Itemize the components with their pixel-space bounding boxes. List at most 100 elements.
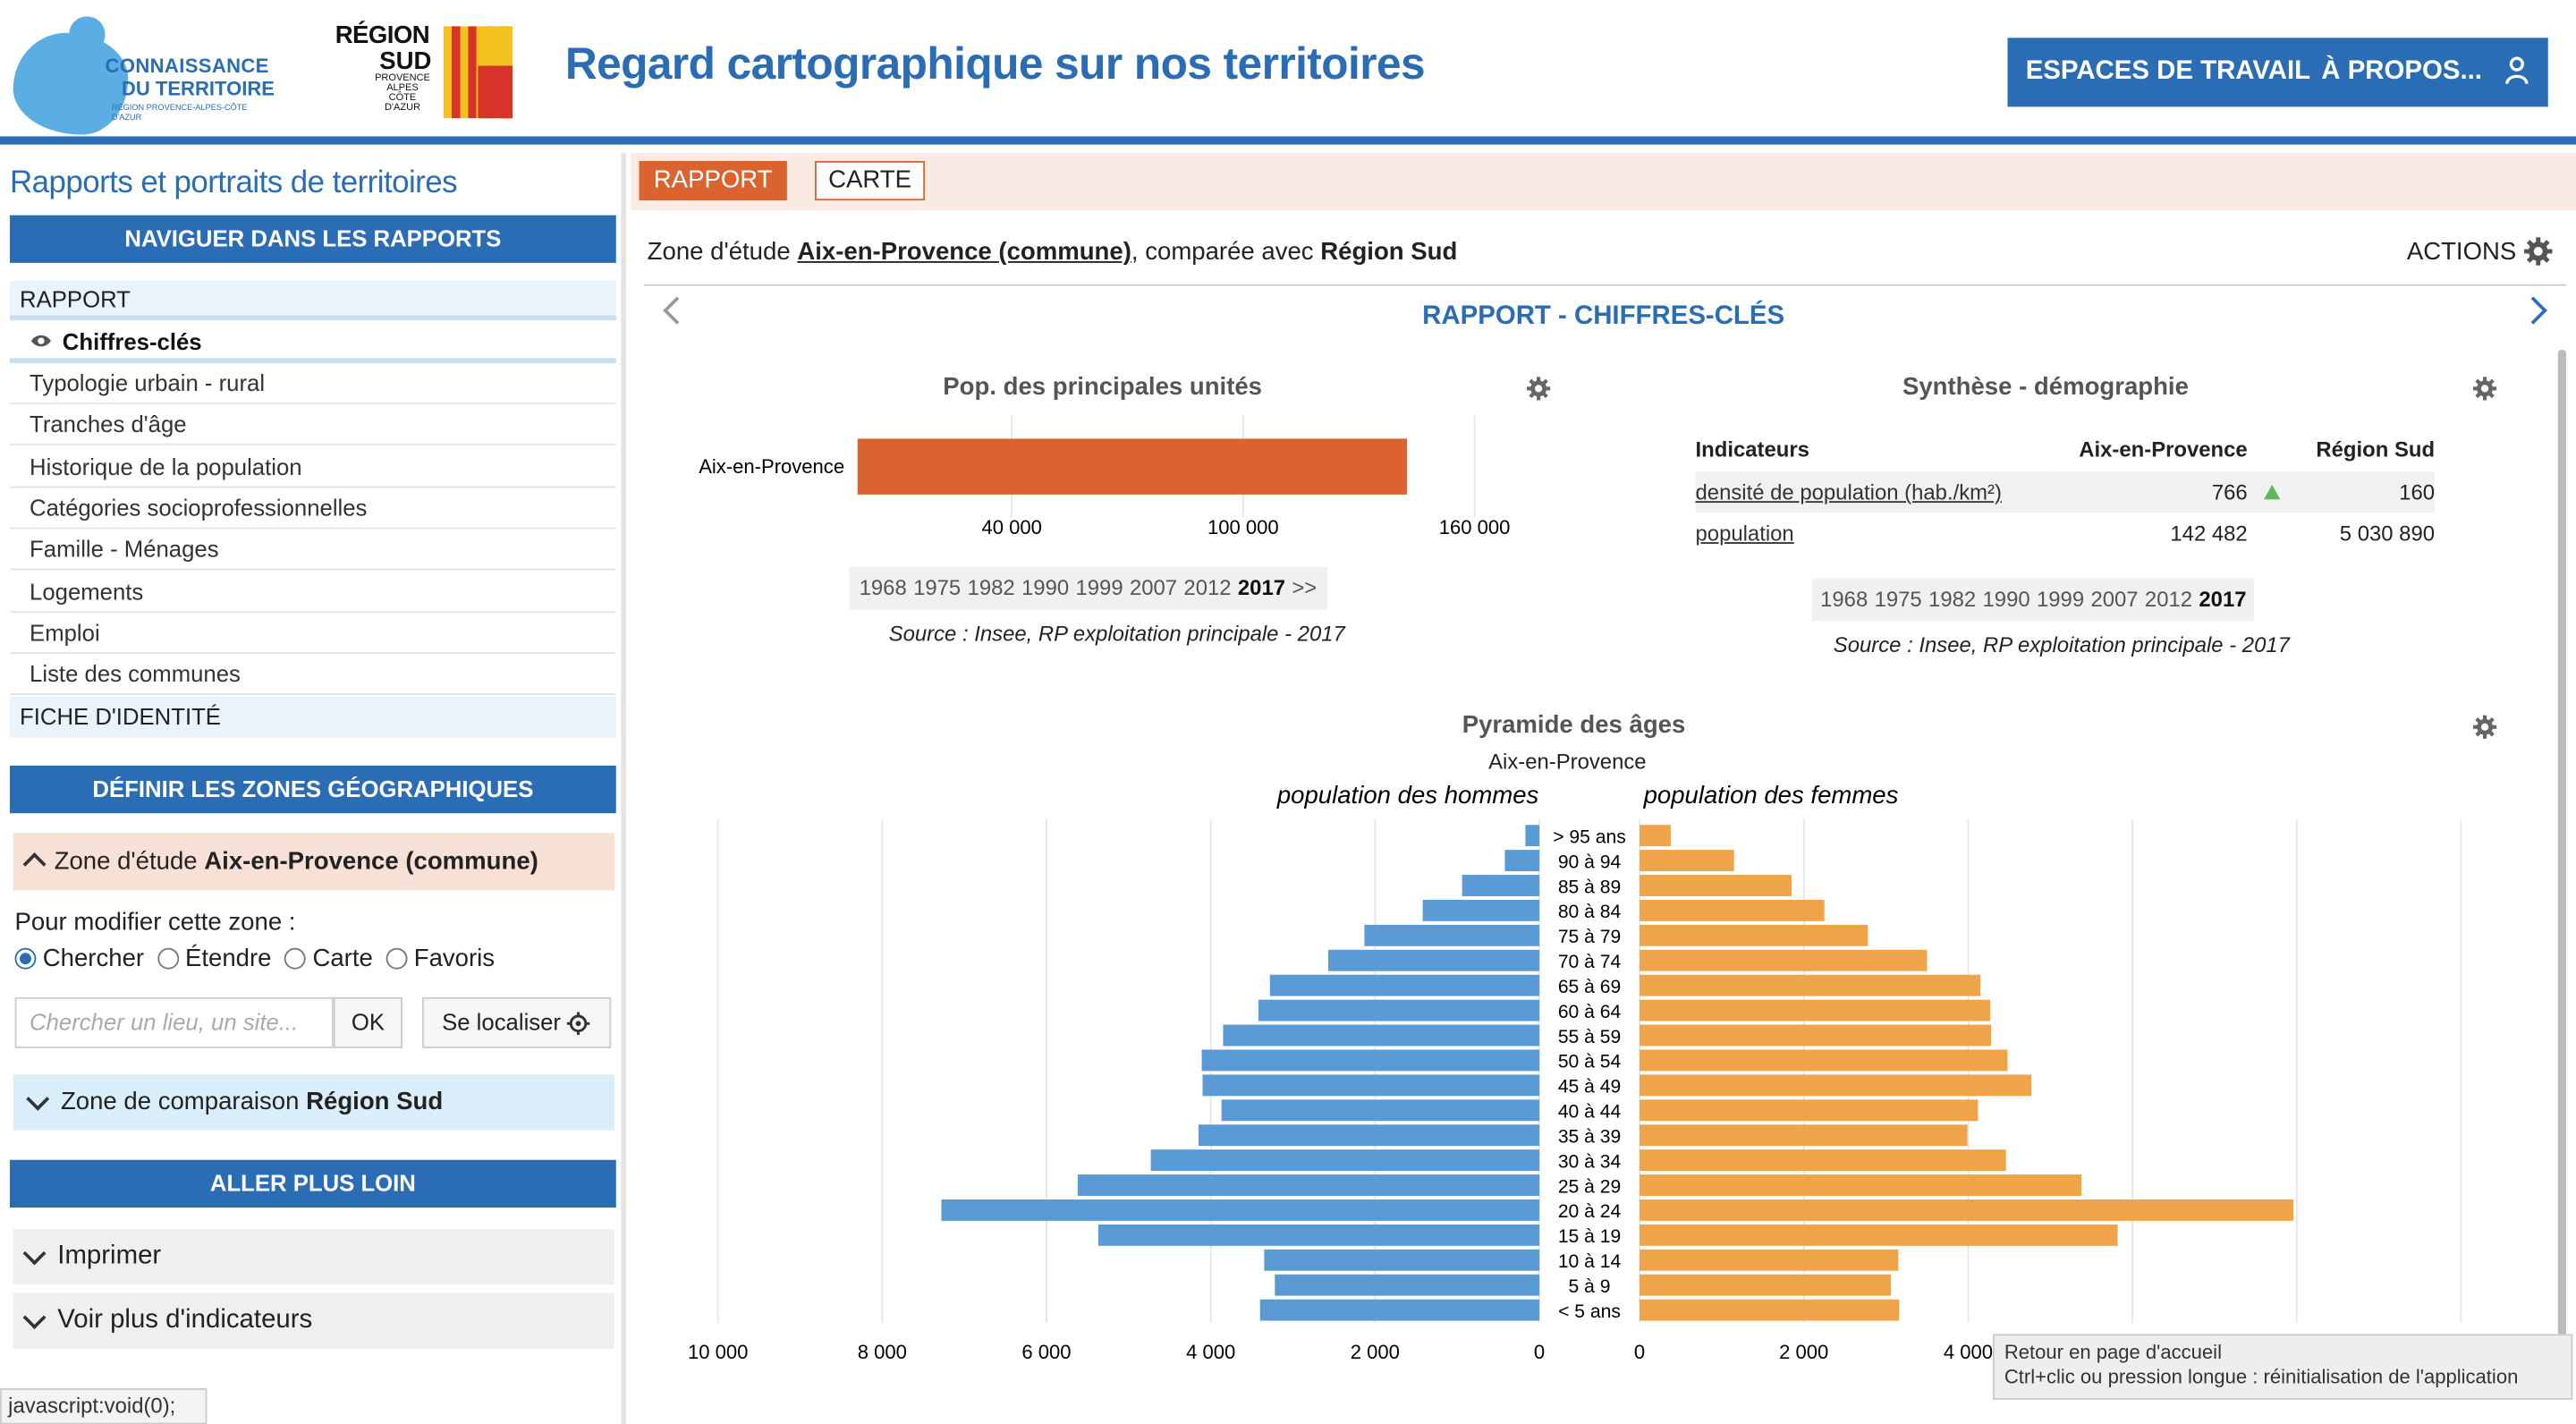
comparison-zone-panel[interactable]: Zone de comparaison Région Sud: [13, 1074, 614, 1131]
zone-mid: , comparée avec: [1131, 238, 1321, 267]
radio-favoris[interactable]: Favoris: [386, 945, 495, 972]
app-header: CONNAISSANCE DU TERRITOIRE RÉGION PROVEN…: [0, 0, 2576, 145]
report-item[interactable]: Catégories socioprofessionnelles: [10, 487, 616, 530]
gear-icon[interactable]: [1526, 377, 1551, 402]
tooltip-line1: Retour en page d'accueil: [2004, 1340, 2222, 1364]
age-label: 5 à 9: [1569, 1276, 1611, 1297]
about-menu[interactable]: À PROPOS...: [2321, 57, 2482, 86]
pyramid-subtitle: Aix-en-Provence: [1488, 749, 1647, 775]
year-selector-pop: 1968 1975 1982 1990 1999 2007 2012 2017 >>: [849, 566, 1327, 610]
year-option[interactable]: 1975: [1874, 586, 1922, 612]
up-arrow-icon: [2247, 471, 2297, 513]
col-region: Région Sud: [2316, 437, 2436, 462]
tab-carte[interactable]: CARTE: [815, 161, 926, 201]
fiche-identite-item[interactable]: FICHE D'IDENTITÉ: [10, 696, 616, 738]
report-item[interactable]: Liste des communes: [10, 654, 616, 696]
year-option[interactable]: 2012: [1183, 574, 1232, 600]
year-more[interactable]: >>: [1292, 574, 1318, 600]
bar-women: [1640, 974, 1981, 996]
tab-rapport[interactable]: RAPPORT: [639, 161, 787, 201]
table-header-row: Indicateurs Aix-en-Provence Région Sud: [1696, 428, 2436, 472]
indicator-link[interactable]: densité de population (hab./km²): [1695, 471, 2052, 513]
bar-men: [1269, 974, 1540, 996]
year-option[interactable]: 1999: [2036, 586, 2085, 612]
radio-button[interactable]: [157, 947, 179, 970]
radio-chercher[interactable]: Chercher: [14, 945, 145, 972]
status-bar: javascript:void(0);: [0, 1388, 208, 1424]
comparison-zone-label: Région Sud: [1320, 238, 1458, 267]
radio-button[interactable]: [386, 947, 408, 970]
more-indicators-panel[interactable]: Voir plus d'indicateurs: [13, 1293, 614, 1349]
year-option[interactable]: 1975: [913, 574, 962, 600]
tick-label: 4 000: [1944, 1341, 1993, 1363]
navigate-reports-button[interactable]: NAVIGUER DANS LES RAPPORTS: [10, 215, 616, 263]
report-item-chiffres-cles[interactable]: Chiffres-clés: [10, 322, 616, 363]
indicator-link[interactable]: population: [1695, 521, 1794, 546]
actions-menu[interactable]: ACTIONS: [2406, 237, 2553, 267]
year-option[interactable]: 2007: [2090, 586, 2139, 612]
year-option-selected[interactable]: 2017: [1237, 574, 1286, 600]
tick-label: 8 000: [858, 1341, 907, 1363]
report-item[interactable]: Typologie urbain - rural: [10, 363, 616, 404]
radio-etendre[interactable]: Étendre: [157, 945, 272, 972]
bar-men: [1223, 1024, 1540, 1047]
print-label: Imprimer: [57, 1242, 162, 1270]
age-label: 90 à 94: [1558, 852, 1622, 872]
year-option[interactable]: 1968: [859, 574, 907, 600]
report-item[interactable]: Tranches d'âge: [10, 404, 616, 446]
year-option[interactable]: 1982: [1928, 586, 1977, 612]
study-zone-prefix: Zone d'étude: [54, 847, 205, 876]
age-label: 70 à 74: [1558, 952, 1622, 972]
radio-button[interactable]: [14, 947, 37, 970]
year-option[interactable]: 1990: [1982, 586, 2030, 612]
workspaces-menu[interactable]: ESPACES DE TRAVAIL: [2025, 57, 2311, 86]
region-sud-logo[interactable]: RÉGION SUD PROVENCE ALPES CÔTE D'AZUR: [335, 23, 516, 122]
year-option-selected[interactable]: 2017: [2199, 586, 2247, 612]
report-section-header[interactable]: RAPPORT: [10, 281, 616, 321]
bar-men: [1275, 1274, 1540, 1296]
bar-women: [1640, 1249, 1899, 1271]
year-option[interactable]: 1999: [1075, 574, 1123, 600]
age-label: 10 à 14: [1558, 1251, 1622, 1272]
study-zone-link[interactable]: Aix-en-Provence (commune): [797, 238, 1131, 267]
search-ok-button[interactable]: OK: [333, 996, 403, 1048]
col-arrow: [2248, 428, 2297, 472]
scrollbar[interactable]: [2557, 350, 2566, 1336]
value-aix: 766: [2051, 471, 2248, 513]
gear-icon[interactable]: [2472, 377, 2497, 402]
print-panel[interactable]: Imprimer: [13, 1228, 614, 1285]
year-option[interactable]: 2012: [2144, 586, 2193, 612]
define-zones-button[interactable]: DÉFINIR LES ZONES GÉOGRAPHIQUES: [10, 765, 616, 814]
actions-label: ACTIONS: [2406, 238, 2517, 267]
place-search-input[interactable]: Chercher un lieu, un site...: [14, 996, 334, 1048]
year-option[interactable]: 2007: [1129, 574, 1178, 600]
report-item[interactable]: Logements: [10, 571, 616, 613]
gear-icon[interactable]: [2472, 715, 2497, 740]
pop-chart-title: Pop. des principales unités: [943, 372, 1263, 402]
bar-women: [1640, 1074, 2032, 1097]
radio-button[interactable]: [284, 947, 307, 970]
logo-rs-line1: RÉGION: [335, 21, 430, 50]
tooltip: Retour en page d'accueil Ctrl+clic ou pr…: [1992, 1334, 2573, 1400]
age-label: 60 à 64: [1558, 1002, 1622, 1022]
year-option[interactable]: 1990: [1021, 574, 1070, 600]
radio-carte[interactable]: Carte: [284, 945, 373, 972]
zone-mode-radios: Chercher Étendre Carte Favoris: [14, 945, 508, 972]
report-item[interactable]: Historique de la population: [10, 446, 616, 487]
report-item[interactable]: Famille - Ménages: [10, 530, 616, 571]
user-icon[interactable]: [2504, 55, 2529, 85]
year-option[interactable]: 1968: [1820, 586, 1868, 612]
main-content: RAPPORT CARTE Zone d'étude Aix-en-Proven…: [631, 152, 2576, 1424]
age-label: 45 à 49: [1558, 1077, 1621, 1098]
bar-men: [1328, 949, 1540, 971]
tick-label: 2 000: [1779, 1341, 1828, 1363]
connaissance-territoire-logo[interactable]: CONNAISSANCE DU TERRITOIRE RÉGION PROVEN…: [13, 10, 280, 135]
study-zone-panel[interactable]: Zone d'étude Aix-en-Provence (commune): [13, 833, 614, 891]
locate-button[interactable]: Se localiser: [422, 996, 612, 1048]
sidebar-title: Rapports et portraits de territoires: [10, 165, 458, 201]
year-option[interactable]: 1982: [967, 574, 1015, 600]
coat-of-arms-quarter: [478, 26, 513, 66]
bar-men: [1221, 1099, 1540, 1122]
report-item[interactable]: Emploi: [10, 613, 616, 654]
go-further-button[interactable]: ALLER PLUS LOIN: [10, 1159, 616, 1208]
